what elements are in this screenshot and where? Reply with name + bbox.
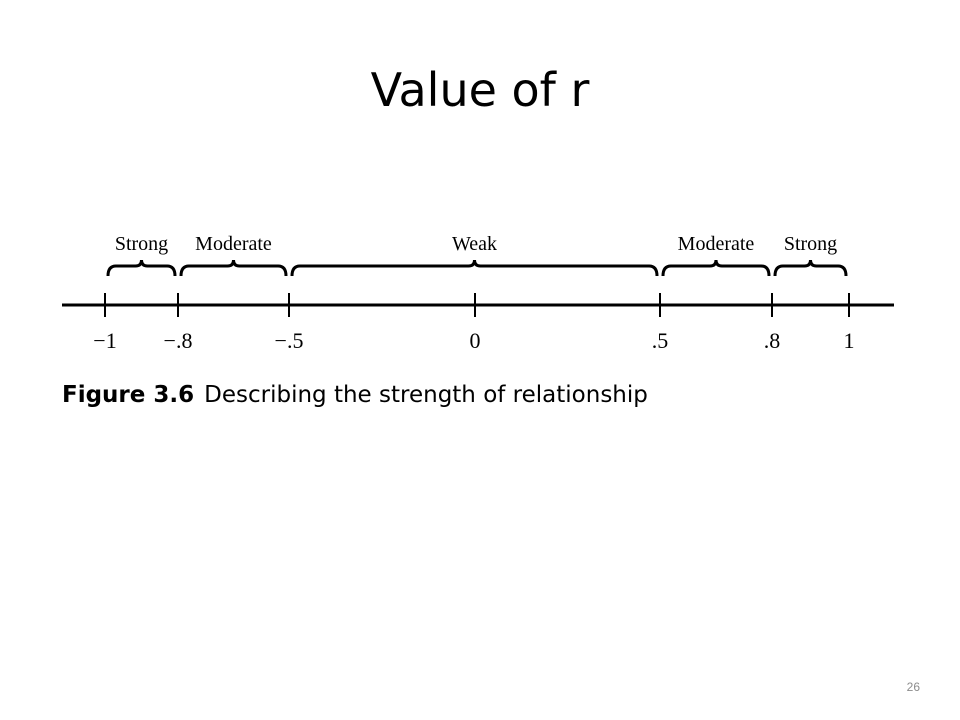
slide-title: Value of r [370, 63, 590, 117]
range-braces: Strong Moderate Weak Moderate Strong [106, 233, 848, 277]
figure-caption: Figure 3.6 Describing the strength of rel… [62, 382, 648, 408]
range-label: Strong [784, 233, 837, 255]
tick-label: 1 [844, 328, 855, 353]
figure-caption-label: Figure 3.6 [62, 382, 195, 408]
tick-label: .8 [764, 328, 781, 353]
range-brace [179, 259, 288, 277]
ticks: −1 −.8 −.5 0 .5 .8 1 [93, 293, 855, 353]
figure-caption-text: Describing the strength of relationship [204, 382, 648, 408]
range-label: Weak [452, 233, 497, 255]
range-brace [290, 259, 659, 277]
range-label: Moderate [678, 233, 755, 255]
tick-label: 0 [470, 328, 481, 353]
range-brace [106, 259, 177, 277]
range-label: Strong [115, 233, 168, 255]
tick-label: .5 [652, 328, 669, 353]
tick-label: −.8 [164, 328, 193, 353]
slide-number: 26 [906, 680, 920, 694]
tick-label: −.5 [275, 328, 304, 353]
tick-label: −1 [93, 328, 116, 353]
range-brace [661, 259, 771, 277]
range-label: Moderate [195, 233, 272, 255]
range-brace [773, 259, 848, 277]
